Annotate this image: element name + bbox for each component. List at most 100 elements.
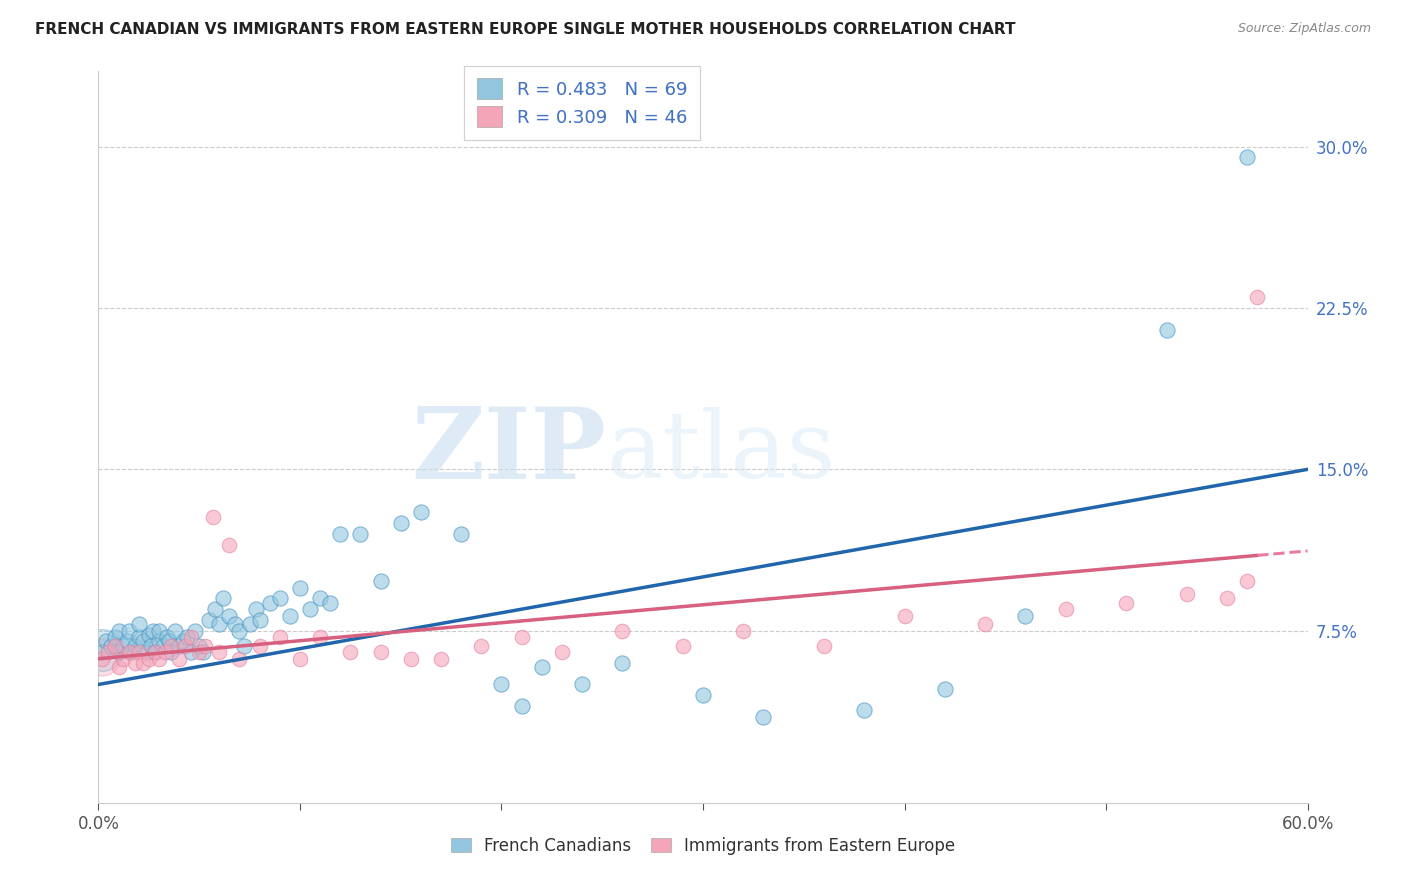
Point <box>152 639 174 653</box>
Point <box>530 660 553 674</box>
Point <box>153 645 176 659</box>
Point <box>1216 591 1239 606</box>
Point <box>370 574 392 589</box>
Point <box>288 581 311 595</box>
Legend: French Canadians, Immigrants from Eastern Europe: French Canadians, Immigrants from Easter… <box>444 830 962 862</box>
Point <box>163 624 186 638</box>
Point <box>1014 608 1036 623</box>
Point <box>167 651 190 665</box>
Point <box>107 660 129 674</box>
Text: atlas: atlas <box>606 407 835 497</box>
Point <box>194 639 217 653</box>
Point <box>120 645 142 659</box>
Text: Source: ZipAtlas.com: Source: ZipAtlas.com <box>1237 22 1371 36</box>
Point <box>228 651 250 665</box>
Point <box>228 624 250 638</box>
Point <box>91 645 114 659</box>
Point <box>692 688 714 702</box>
Point <box>974 617 997 632</box>
Point <box>156 630 179 644</box>
Point <box>176 630 198 644</box>
Point <box>208 617 231 632</box>
Point <box>672 639 695 653</box>
Point <box>107 624 129 638</box>
Point <box>198 613 221 627</box>
Point <box>893 608 915 623</box>
Point <box>1115 596 1137 610</box>
Point <box>138 651 160 665</box>
Point <box>184 624 207 638</box>
Point <box>232 639 254 653</box>
Point <box>612 624 634 638</box>
Point <box>571 677 593 691</box>
Point <box>245 602 267 616</box>
Point <box>370 645 392 659</box>
Point <box>249 613 271 627</box>
Point <box>107 645 129 659</box>
Point <box>118 645 141 659</box>
Point <box>160 639 183 653</box>
Point <box>813 639 835 653</box>
Point <box>208 645 231 659</box>
Point <box>853 703 876 717</box>
Point <box>139 639 162 653</box>
Point <box>319 596 342 610</box>
Point <box>118 624 141 638</box>
Point <box>309 630 332 644</box>
Point <box>157 634 180 648</box>
Point <box>148 634 170 648</box>
Point <box>218 608 240 623</box>
Point <box>180 645 202 659</box>
Point <box>288 651 311 665</box>
Point <box>1246 290 1268 304</box>
Point <box>1236 150 1258 164</box>
Point <box>1236 574 1258 589</box>
Point <box>612 656 634 670</box>
Point <box>409 505 432 519</box>
Point <box>269 630 291 644</box>
Point <box>349 527 371 541</box>
Point <box>111 639 134 653</box>
Point <box>138 628 160 642</box>
Point <box>1054 602 1077 616</box>
Point <box>450 527 472 541</box>
Point <box>167 639 190 653</box>
Point <box>172 634 194 648</box>
Point <box>96 634 118 648</box>
Point <box>103 639 125 653</box>
Point <box>733 624 755 638</box>
Point <box>91 643 114 657</box>
Point <box>399 651 422 665</box>
Point <box>259 596 281 610</box>
Point <box>148 651 170 665</box>
Point <box>491 677 513 691</box>
Point <box>202 509 225 524</box>
Legend: R = 0.483   N = 69, R = 0.309   N = 46: R = 0.483 N = 69, R = 0.309 N = 46 <box>464 66 700 140</box>
Point <box>249 639 271 653</box>
Point <box>97 645 120 659</box>
Point <box>224 617 246 632</box>
Point <box>124 639 146 653</box>
Point <box>111 651 134 665</box>
Point <box>143 645 166 659</box>
Point <box>212 591 235 606</box>
Point <box>174 639 197 653</box>
Point <box>309 591 332 606</box>
Point <box>204 602 226 616</box>
Text: ZIP: ZIP <box>412 403 606 500</box>
Point <box>299 602 322 616</box>
Text: FRENCH CANADIAN VS IMMIGRANTS FROM EASTERN EUROPE SINGLE MOTHER HOUSEHOLDS CORRE: FRENCH CANADIAN VS IMMIGRANTS FROM EASTE… <box>35 22 1015 37</box>
Point <box>148 624 170 638</box>
Point <box>278 608 301 623</box>
Point <box>188 639 211 653</box>
Point <box>160 645 183 659</box>
Point <box>551 645 574 659</box>
Point <box>239 617 262 632</box>
Point <box>103 630 125 644</box>
Point <box>470 639 492 653</box>
Point <box>128 645 150 659</box>
Point <box>115 634 138 648</box>
Point <box>142 624 165 638</box>
Point <box>389 516 412 530</box>
Point <box>752 710 775 724</box>
